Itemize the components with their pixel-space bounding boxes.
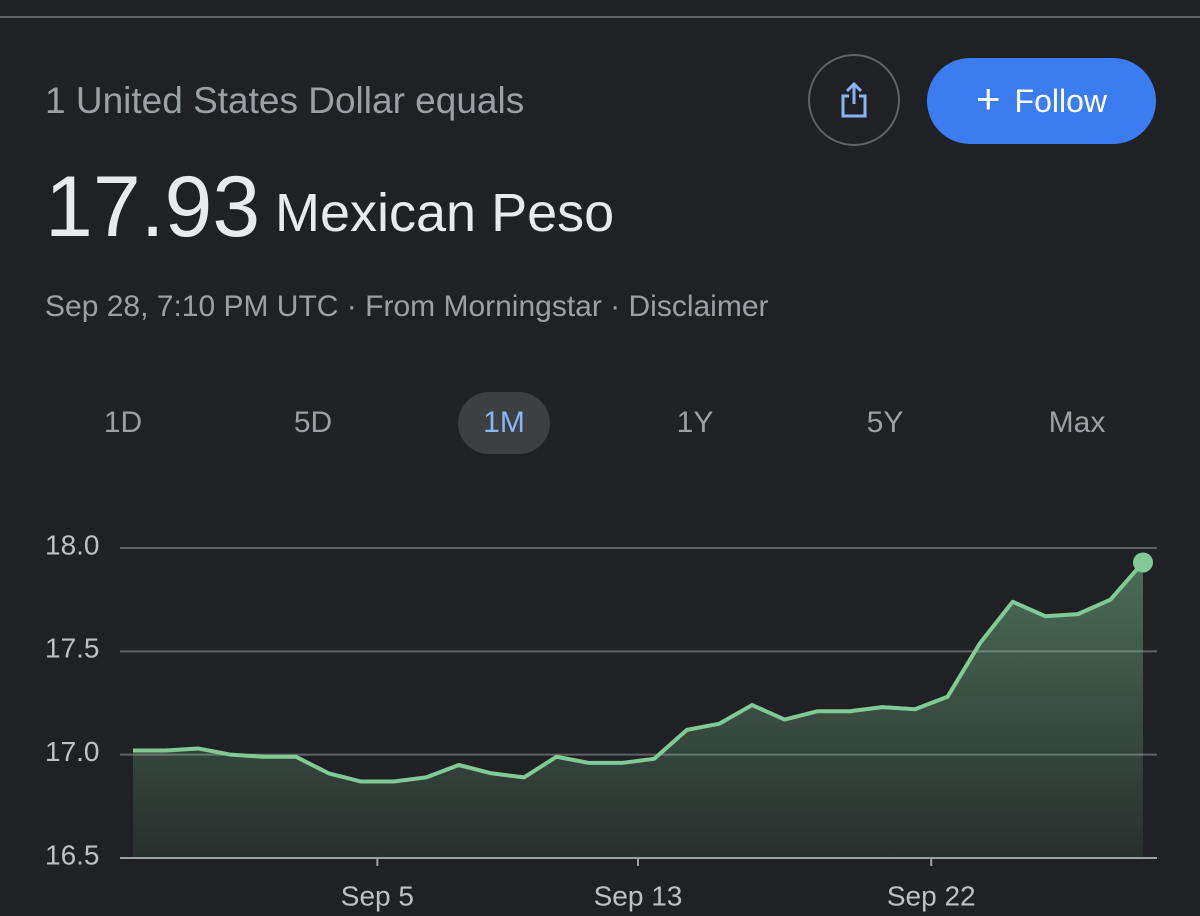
y-tick-label: 16.5: [45, 839, 100, 870]
y-tick-label: 17.0: [45, 736, 100, 767]
price: 17.93: [45, 159, 261, 255]
x-tick-label: Sep 13: [594, 880, 683, 911]
range-tab[interactable]: 1D: [103, 406, 143, 439]
range-tab[interactable]: 1M: [458, 392, 550, 454]
follow-button[interactable]: + Follow: [927, 58, 1156, 144]
subtitle: 1 United States Dollar equals: [45, 80, 525, 121]
range-tab[interactable]: 5Y: [866, 406, 904, 439]
y-tick-label: 17.5: [45, 633, 100, 664]
divider: [0, 16, 1200, 18]
x-tick-label: Sep 22: [887, 880, 976, 911]
range-tab[interactable]: Max: [1048, 406, 1106, 439]
share-button[interactable]: [808, 54, 900, 146]
follow-label: Follow: [1014, 82, 1107, 119]
area: [133, 562, 1143, 858]
range-tab[interactable]: 5D: [293, 406, 333, 439]
last-point: [1133, 552, 1153, 573]
x-tick-label: Sep 5: [341, 880, 414, 911]
plus-icon: +: [976, 75, 1001, 122]
share-icon: [841, 82, 867, 118]
line: [133, 561, 1145, 784]
y-tick-label: 18.0: [45, 529, 100, 560]
range-tab[interactable]: 1Y: [676, 406, 714, 439]
meta: Sep 28, 7:10 PM UTC · From Morningstar ·…: [45, 290, 769, 323]
currency: Mexican Peso: [275, 183, 615, 243]
